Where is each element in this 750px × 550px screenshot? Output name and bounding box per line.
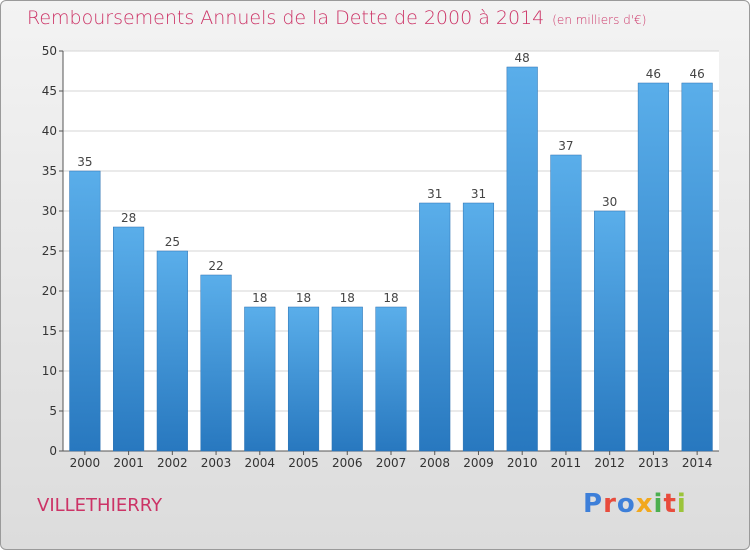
bar-2002 (156, 250, 188, 452)
x-tick-label: 2014 (682, 456, 713, 470)
x-tick-label: 2007 (376, 456, 407, 470)
logo-letter: i (653, 489, 664, 519)
x-tick-label: 2010 (507, 456, 538, 470)
bar-value-label: 22 (208, 259, 223, 273)
y-tick-label: 5 (49, 404, 57, 418)
bar-value-label: 25 (165, 235, 180, 249)
x-tick-label: 2009 (463, 456, 494, 470)
logo-letter: o (616, 489, 636, 519)
y-tick-label: 50 (42, 44, 57, 58)
bar-2007 (375, 306, 407, 452)
bar-2004 (244, 306, 276, 452)
y-tick-label: 25 (42, 244, 57, 258)
bar-2005 (287, 306, 320, 452)
x-tick-label: 2005 (288, 456, 319, 470)
proxiti-logo: Proxiti (583, 489, 687, 519)
x-tick-label: 2001 (113, 456, 144, 470)
x-tick-label: 2011 (551, 456, 582, 470)
bar-2012 (594, 210, 626, 452)
x-tick-label: 2012 (594, 456, 625, 470)
x-tick-label: 2006 (332, 456, 363, 470)
y-tick-label: 10 (42, 364, 57, 378)
y-tick-label: 30 (42, 204, 57, 218)
bar-value-label: 31 (471, 187, 486, 201)
bar-value-label: 18 (340, 291, 355, 305)
location-label: VILLETHIERRY (37, 495, 163, 516)
bar-value-label: 18 (252, 291, 267, 305)
logo-letter: r (603, 489, 617, 519)
bar-value-label: 35 (77, 155, 92, 169)
bar-value-label: 30 (602, 195, 617, 209)
bar-2000 (69, 170, 101, 452)
bar-2011 (550, 154, 582, 452)
x-tick-label: 2013 (638, 456, 669, 470)
chart-subtitle: (en milliers d'€) (552, 13, 647, 27)
logo-letter: x (635, 489, 654, 519)
bar-value-label: 18 (383, 291, 398, 305)
bar-value-label: 46 (646, 67, 661, 81)
x-tick-label: 2004 (245, 456, 276, 470)
chart-title: Remboursements Annuels de la Dette de 20… (27, 7, 545, 29)
chart-title-row: Remboursements Annuels de la Dette de 20… (27, 7, 646, 29)
bar-value-label: 48 (515, 51, 530, 65)
bar-value-label: 28 (121, 211, 136, 225)
bar-2001 (113, 226, 145, 452)
bar-2013 (637, 82, 669, 452)
bar-2006 (331, 306, 363, 452)
x-tick-label: 2002 (157, 456, 188, 470)
bar-2014 (681, 82, 713, 452)
bar-value-label: 18 (296, 291, 311, 305)
bar-value-label: 31 (427, 187, 442, 201)
x-tick-label: 2003 (201, 456, 232, 470)
bar-2010 (506, 66, 538, 452)
logo-letter: i (676, 489, 687, 519)
y-tick-label: 15 (42, 324, 57, 338)
bar-value-label: 37 (558, 139, 573, 153)
bar-2003 (200, 274, 232, 452)
y-tick-label: 20 (42, 284, 57, 298)
logo-letter: t (663, 489, 677, 519)
bar-2008 (419, 202, 451, 452)
y-tick-label: 45 (42, 84, 57, 98)
bar-2009 (462, 202, 495, 452)
bar-value-label: 46 (689, 67, 704, 81)
x-tick-label: 2008 (419, 456, 450, 470)
x-tick-label: 2000 (70, 456, 101, 470)
y-tick-label: 40 (42, 124, 57, 138)
y-tick-label: 0 (49, 444, 57, 458)
y-tick-label: 35 (42, 164, 57, 178)
logo-letter: P (583, 489, 604, 519)
